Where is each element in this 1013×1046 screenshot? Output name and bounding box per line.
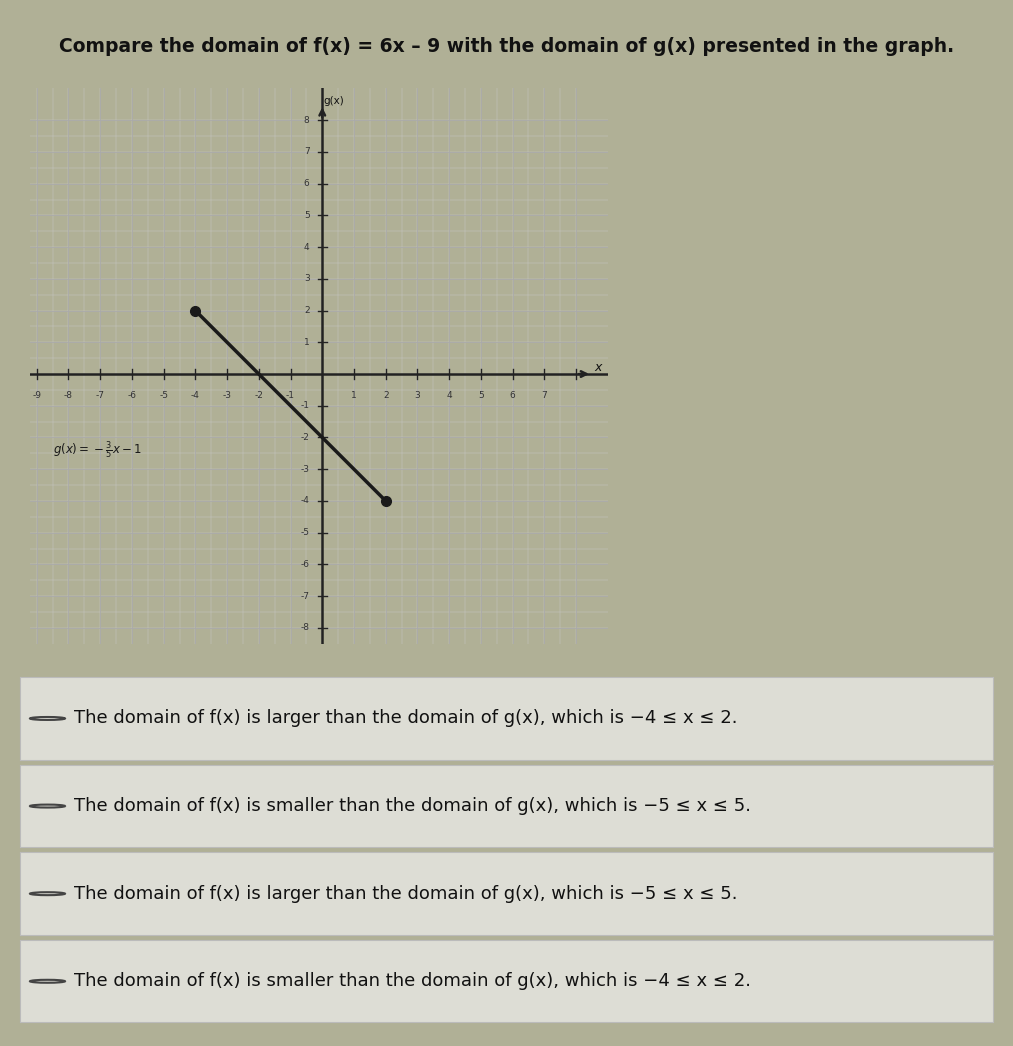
Text: -5: -5 <box>301 528 310 538</box>
Text: 7: 7 <box>304 147 310 157</box>
Text: g(x): g(x) <box>323 96 343 107</box>
Text: -8: -8 <box>64 391 73 401</box>
Text: 4: 4 <box>447 391 452 401</box>
Text: 1: 1 <box>352 391 357 401</box>
Text: The domain of f(x) is smaller than the domain of g(x), which is −4 ≤ x ≤ 2.: The domain of f(x) is smaller than the d… <box>74 973 751 991</box>
Text: -5: -5 <box>159 391 168 401</box>
Text: 1: 1 <box>304 338 310 347</box>
Text: 4: 4 <box>304 243 310 252</box>
Text: 3: 3 <box>304 274 310 283</box>
Text: x: x <box>595 361 602 374</box>
Text: -2: -2 <box>254 391 263 401</box>
Text: 7: 7 <box>542 391 547 401</box>
Text: -4: -4 <box>190 391 200 401</box>
Text: -7: -7 <box>95 391 104 401</box>
Text: $g(x) = -\frac{3}{5}x - 1$: $g(x) = -\frac{3}{5}x - 1$ <box>53 439 142 460</box>
Text: -2: -2 <box>301 433 310 442</box>
Text: 5: 5 <box>478 391 484 401</box>
Text: The domain of f(x) is smaller than the domain of g(x), which is −5 ≤ x ≤ 5.: The domain of f(x) is smaller than the d… <box>74 797 751 815</box>
Text: 6: 6 <box>510 391 516 401</box>
Text: -3: -3 <box>301 464 310 474</box>
Text: -6: -6 <box>301 560 310 569</box>
Text: The domain of f(x) is larger than the domain of g(x), which is −5 ≤ x ≤ 5.: The domain of f(x) is larger than the do… <box>74 885 737 903</box>
Text: -1: -1 <box>301 402 310 410</box>
Text: -4: -4 <box>301 497 310 505</box>
Text: 3: 3 <box>414 391 420 401</box>
Text: -3: -3 <box>223 391 232 401</box>
Text: 2: 2 <box>383 391 389 401</box>
Text: -6: -6 <box>128 391 137 401</box>
Text: -8: -8 <box>301 623 310 633</box>
Text: The domain of f(x) is larger than the domain of g(x), which is −4 ≤ x ≤ 2.: The domain of f(x) is larger than the do… <box>74 709 737 727</box>
Text: 5: 5 <box>304 211 310 220</box>
Text: Compare the domain of f(x) = 6x – 9 with the domain of g(x) presented in the gra: Compare the domain of f(x) = 6x – 9 with… <box>59 37 954 55</box>
Text: 2: 2 <box>304 306 310 315</box>
Text: -9: -9 <box>32 391 42 401</box>
Text: -7: -7 <box>301 592 310 600</box>
Text: 6: 6 <box>304 179 310 188</box>
Text: -1: -1 <box>286 391 295 401</box>
Text: 8: 8 <box>304 116 310 124</box>
